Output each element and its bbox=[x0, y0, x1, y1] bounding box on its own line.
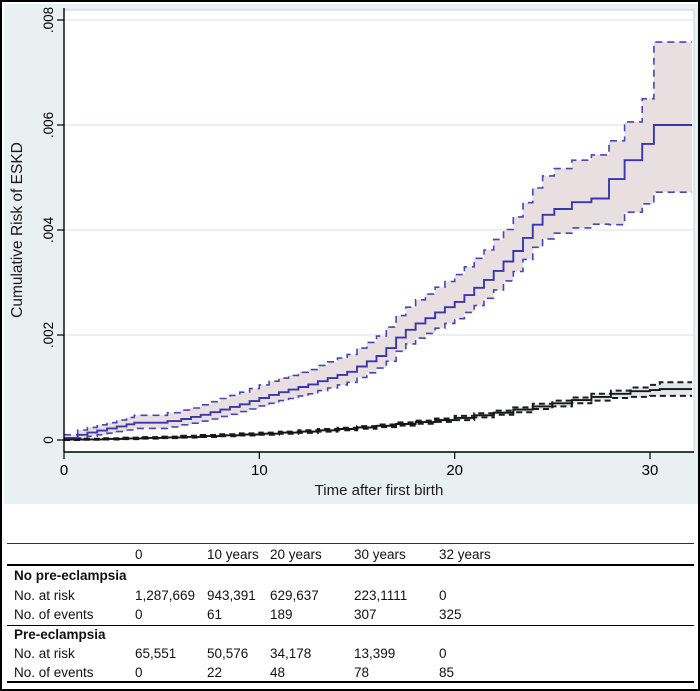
y-tick-label: .002 bbox=[41, 322, 56, 348]
table-cell: 307 bbox=[354, 607, 377, 623]
row-label: No. of events bbox=[14, 607, 94, 623]
x-tick-label: 30 bbox=[642, 462, 659, 479]
y-tick-label: .006 bbox=[41, 112, 56, 138]
table-header-cell: 32 years bbox=[439, 546, 491, 562]
table-row-events: No. of events 0 61 189 307 325 bbox=[7, 605, 694, 625]
table-cell: 65,551 bbox=[135, 646, 177, 662]
chart-svg: 0 .002 .004 .006 .008 0 10 20 30 Cumulative Risk … bbox=[9, 7, 695, 499]
y-axis-title: Cumulative Risk of ESKD bbox=[9, 142, 26, 318]
y-tick-label: .004 bbox=[41, 216, 56, 243]
table-group-row-pre-eclampsia: Pre-eclampsia bbox=[7, 624, 694, 645]
x-axis-title: Time after first birth bbox=[315, 482, 444, 499]
no-pre-eclampsia-curve bbox=[64, 388, 692, 441]
table-cell: 0 bbox=[135, 664, 143, 680]
table-cell: 48 bbox=[270, 664, 286, 680]
group-label: Pre-eclampsia bbox=[14, 627, 106, 643]
table-cell: 61 bbox=[207, 607, 223, 623]
table-cell: 1,287,669 bbox=[135, 587, 196, 603]
table-cell: 78 bbox=[354, 664, 370, 680]
table-header-row: 0 10 years 20 years 30 years 32 years bbox=[7, 544, 694, 566]
table-cell: 189 bbox=[270, 607, 293, 623]
table-header-cell: 20 years bbox=[270, 546, 322, 562]
table-cell: 943,391 bbox=[207, 587, 256, 603]
table-cell: 85 bbox=[439, 664, 455, 680]
cumulative-risk-chart: 0 .002 .004 .006 .008 0 10 20 30 Cumulative Risk … bbox=[4, 4, 698, 504]
table-cell: 34,178 bbox=[270, 646, 312, 662]
table-cell: 13,399 bbox=[354, 646, 396, 662]
x-tick-label: 0 bbox=[60, 462, 68, 479]
table-cell: 0 bbox=[439, 587, 447, 603]
row-label: No. of events bbox=[14, 664, 94, 680]
x-tick-label: 20 bbox=[446, 462, 463, 479]
table-header-cell: 30 years bbox=[354, 546, 406, 562]
pre-eclampsia-curve bbox=[64, 124, 692, 439]
row-label: No. at risk bbox=[14, 587, 75, 603]
table-cell: 0 bbox=[135, 607, 143, 623]
row-label: No. at risk bbox=[14, 646, 75, 662]
pre-eclampsia-ci-upper bbox=[64, 41, 692, 436]
y-tick-label: 0 bbox=[41, 436, 56, 444]
table-cell: 325 bbox=[439, 607, 462, 623]
table-group-row-no-pre-eclampsia: No pre-eclampsia bbox=[7, 566, 694, 586]
table-row-at-risk: No. at risk 65,551 50,576 34,178 13,399 … bbox=[7, 644, 694, 664]
plot-area bbox=[63, 9, 695, 453]
table-cell: 0 bbox=[439, 646, 447, 662]
pre-eclampsia-ci-lower bbox=[64, 191, 692, 441]
table-header-cell: 0 bbox=[135, 546, 143, 562]
table-row-at-risk: No. at risk 1,287,669 943,391 629,637 22… bbox=[7, 586, 694, 606]
table-header-cell: 10 years bbox=[207, 546, 259, 562]
table-row-events: No. of events 0 22 48 78 85 bbox=[7, 664, 694, 683]
group-label: No pre-eclampsia bbox=[14, 568, 127, 584]
pre-eclampsia-ci-band bbox=[64, 42, 692, 440]
x-tick-label: 10 bbox=[251, 462, 268, 479]
table-cell: 50,576 bbox=[207, 646, 249, 662]
table-cell: 223,1111 bbox=[354, 587, 408, 603]
number-at-risk-table: 0 10 years 20 years 30 years 32 years No… bbox=[7, 543, 694, 683]
no-pre-eclampsia-ci-lower bbox=[64, 394, 692, 441]
table-cell: 629,637 bbox=[270, 587, 319, 603]
y-tick-label: .008 bbox=[41, 7, 56, 33]
table-cell: 22 bbox=[207, 664, 223, 680]
